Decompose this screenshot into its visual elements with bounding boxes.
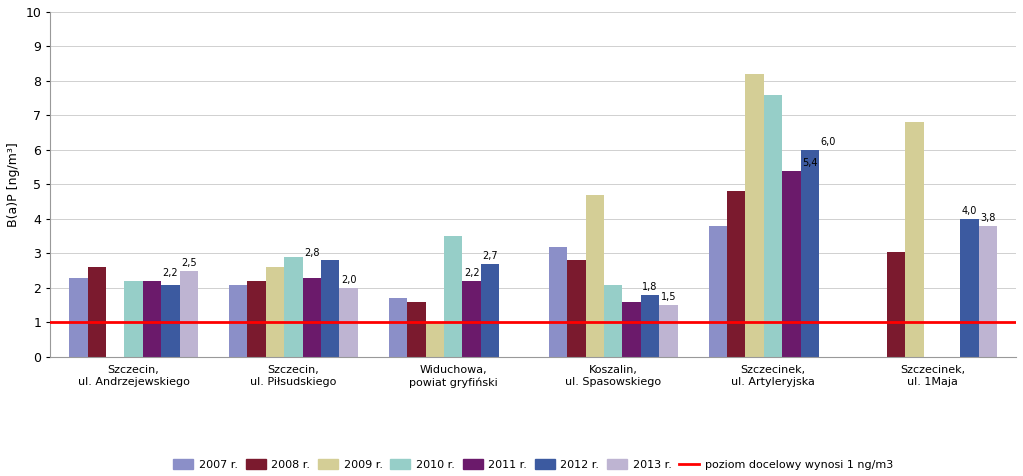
Bar <box>961 219 979 357</box>
Bar <box>905 122 924 357</box>
Bar <box>746 74 764 357</box>
Bar <box>783 171 801 357</box>
Bar <box>801 150 819 357</box>
Bar <box>229 285 248 357</box>
Y-axis label: B(a)P [ng/m³]: B(a)P [ng/m³] <box>7 142 19 227</box>
Bar <box>640 295 659 357</box>
Bar <box>284 257 303 357</box>
Bar <box>389 298 407 357</box>
Text: 6,0: 6,0 <box>820 137 836 147</box>
Bar <box>585 195 604 357</box>
Bar <box>143 281 161 357</box>
Text: 2,0: 2,0 <box>341 275 356 285</box>
Bar <box>161 285 179 357</box>
Bar <box>622 302 640 357</box>
Bar <box>709 226 727 357</box>
Text: 3,8: 3,8 <box>980 213 995 223</box>
Bar <box>88 268 106 357</box>
Bar <box>407 302 426 357</box>
Text: 2,5: 2,5 <box>181 258 196 268</box>
Bar <box>340 288 358 357</box>
Text: 2,2: 2,2 <box>163 268 178 278</box>
Bar <box>125 281 143 357</box>
Bar <box>727 191 746 357</box>
Bar <box>548 247 567 357</box>
Bar <box>887 252 905 357</box>
Legend: 2007 r., 2008 r., 2009 r., 2010 r., 2011 r., 2012 r., 2013 r., poziom docelowy w: 2007 r., 2008 r., 2009 r., 2010 r., 2011… <box>173 459 893 470</box>
Text: 5,4: 5,4 <box>802 158 817 168</box>
Bar <box>764 95 783 357</box>
Bar <box>567 260 585 357</box>
Text: 1,5: 1,5 <box>661 292 676 302</box>
Bar <box>604 285 622 357</box>
Text: 4,0: 4,0 <box>962 206 977 216</box>
Bar <box>659 305 677 357</box>
Bar <box>321 260 340 357</box>
Text: 2,2: 2,2 <box>463 268 480 278</box>
Bar <box>303 278 321 357</box>
Bar <box>481 264 499 357</box>
Bar <box>266 268 284 357</box>
Bar <box>979 226 997 357</box>
Bar <box>444 236 462 357</box>
Bar <box>462 281 481 357</box>
Bar <box>70 278 88 357</box>
Text: 2,7: 2,7 <box>482 251 498 261</box>
Bar <box>426 323 444 357</box>
Text: 1,8: 1,8 <box>642 282 658 292</box>
Bar <box>179 271 197 357</box>
Text: 2,8: 2,8 <box>304 248 319 258</box>
Bar <box>248 281 266 357</box>
